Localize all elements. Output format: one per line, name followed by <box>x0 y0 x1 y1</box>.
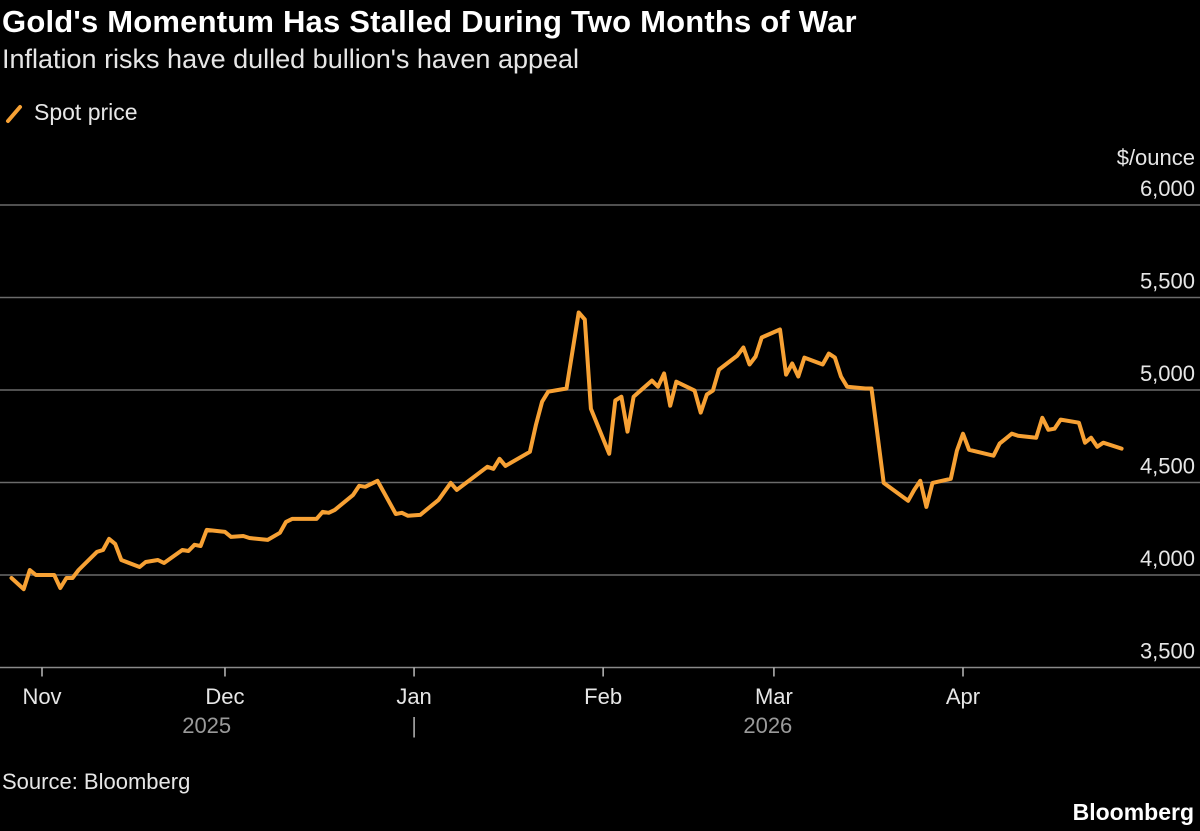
legend-label: Spot price <box>34 99 138 125</box>
x-tick-label: Dec <box>205 684 244 709</box>
x-year-label: 2025 <box>182 713 231 738</box>
y-tick-label: 4,500 <box>1140 454 1195 479</box>
y-tick-label: 4,000 <box>1140 546 1195 571</box>
chart-subtitle: Inflation risks have dulled bullion's ha… <box>2 44 580 74</box>
y-tick-label: 5,500 <box>1140 269 1195 294</box>
x-tick-label: Apr <box>946 684 980 709</box>
x-tick-label: Nov <box>22 684 61 709</box>
chart-title: Gold's Momentum Has Stalled During Two M… <box>2 4 857 39</box>
x-tick-label: Feb <box>584 684 622 709</box>
x-tick-label: Mar <box>755 684 793 709</box>
y-axis-unit-label: $/ounce <box>1117 145 1195 170</box>
x-tick-label: Jan <box>396 684 431 709</box>
legend-swatch-icon <box>6 104 22 123</box>
y-tick-label: 3,500 <box>1140 639 1195 664</box>
y-tick-label: 5,000 <box>1140 361 1195 386</box>
legend: Spot price <box>4 99 138 126</box>
x-year-label: | <box>411 713 417 738</box>
y-tick-label: 6,000 <box>1140 176 1195 201</box>
series-line-spot-price <box>9 310 1124 592</box>
bloomberg-logo: Bloomberg <box>1072 799 1194 825</box>
source-note: Source: Bloomberg <box>2 769 191 794</box>
x-year-label: 2026 <box>743 713 792 738</box>
